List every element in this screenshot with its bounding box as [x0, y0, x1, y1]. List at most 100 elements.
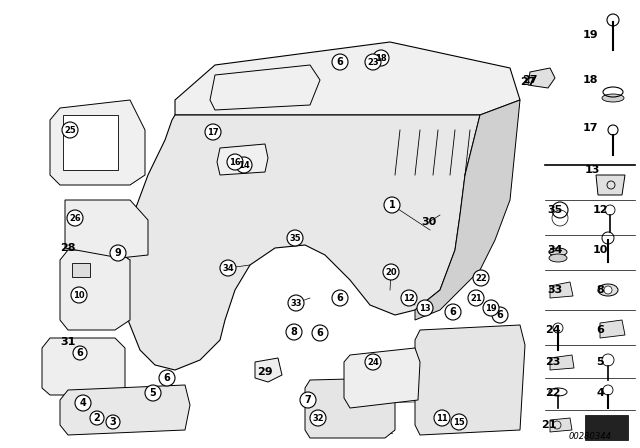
Polygon shape [60, 250, 130, 330]
Circle shape [110, 245, 126, 261]
Text: 24: 24 [545, 325, 561, 335]
Text: 4: 4 [596, 388, 604, 398]
Text: 6: 6 [317, 328, 323, 338]
Circle shape [332, 54, 348, 70]
Circle shape [75, 395, 91, 411]
Polygon shape [42, 338, 125, 395]
Polygon shape [550, 282, 573, 298]
Polygon shape [550, 355, 574, 370]
Polygon shape [550, 418, 572, 432]
Polygon shape [122, 115, 480, 370]
Text: 20: 20 [385, 267, 397, 276]
Text: 00280344: 00280344 [568, 431, 611, 440]
Text: 8: 8 [291, 327, 298, 337]
Text: 5: 5 [150, 388, 156, 398]
Text: 33: 33 [291, 298, 301, 307]
Text: 23: 23 [367, 57, 379, 66]
Circle shape [220, 260, 236, 276]
Text: 10: 10 [73, 290, 85, 300]
Text: 17: 17 [207, 128, 219, 137]
Ellipse shape [598, 284, 618, 296]
Text: 1: 1 [388, 200, 396, 210]
Polygon shape [210, 65, 320, 110]
Text: 27: 27 [520, 77, 536, 87]
Text: 21: 21 [470, 293, 482, 302]
Text: 18: 18 [375, 53, 387, 63]
FancyBboxPatch shape [72, 263, 90, 277]
Text: 27: 27 [522, 75, 538, 85]
Text: 13: 13 [584, 165, 600, 175]
Circle shape [90, 411, 104, 425]
Text: 24: 24 [367, 358, 379, 366]
Polygon shape [344, 348, 420, 408]
Polygon shape [60, 385, 190, 435]
Polygon shape [415, 325, 525, 435]
Text: 16: 16 [229, 158, 241, 167]
Text: 3: 3 [109, 417, 116, 427]
Circle shape [288, 295, 304, 311]
Text: 35: 35 [289, 233, 301, 242]
Text: 17: 17 [582, 123, 598, 133]
Circle shape [401, 290, 417, 306]
Polygon shape [415, 100, 520, 320]
Circle shape [332, 290, 348, 306]
Text: 14: 14 [238, 160, 250, 169]
Text: 34: 34 [222, 263, 234, 272]
Polygon shape [217, 144, 268, 175]
Text: 22: 22 [545, 388, 561, 398]
Text: 6: 6 [337, 293, 344, 303]
Circle shape [71, 287, 87, 303]
Circle shape [227, 154, 243, 170]
Circle shape [236, 157, 252, 173]
Text: 26: 26 [69, 214, 81, 223]
Text: 32: 32 [312, 414, 324, 422]
Text: 2: 2 [93, 413, 100, 423]
Circle shape [373, 50, 389, 66]
Ellipse shape [549, 254, 567, 262]
Text: 11: 11 [436, 414, 448, 422]
Polygon shape [255, 358, 282, 382]
Polygon shape [305, 378, 395, 438]
Text: 10: 10 [592, 245, 608, 255]
Text: 21: 21 [541, 420, 557, 430]
Text: 5: 5 [596, 357, 604, 367]
Text: 28: 28 [60, 243, 76, 253]
Text: 12: 12 [403, 293, 415, 302]
Circle shape [310, 410, 326, 426]
Text: 6: 6 [497, 310, 504, 320]
FancyBboxPatch shape [63, 115, 118, 170]
Circle shape [62, 122, 78, 138]
Text: 33: 33 [547, 285, 563, 295]
Circle shape [106, 415, 120, 429]
Text: 6: 6 [450, 307, 456, 317]
Circle shape [492, 307, 508, 323]
Text: 34: 34 [547, 245, 563, 255]
Text: 22: 22 [475, 273, 487, 283]
Text: 19: 19 [485, 303, 497, 313]
Circle shape [145, 385, 161, 401]
Text: 15: 15 [453, 418, 465, 426]
Circle shape [468, 290, 484, 306]
Polygon shape [65, 200, 148, 258]
Text: 19: 19 [582, 30, 598, 40]
Circle shape [483, 300, 499, 316]
Circle shape [73, 346, 87, 360]
Circle shape [312, 325, 328, 341]
Circle shape [287, 230, 303, 246]
Circle shape [445, 304, 461, 320]
Polygon shape [175, 42, 520, 115]
Polygon shape [585, 415, 628, 440]
Polygon shape [596, 175, 625, 195]
Circle shape [205, 124, 221, 140]
Ellipse shape [549, 248, 567, 256]
Circle shape [417, 300, 433, 316]
Text: 6: 6 [337, 57, 344, 67]
Circle shape [365, 54, 381, 70]
Text: 6: 6 [77, 348, 83, 358]
Circle shape [434, 410, 450, 426]
Circle shape [159, 370, 175, 386]
Text: 6: 6 [596, 325, 604, 335]
Text: 23: 23 [545, 357, 561, 367]
Ellipse shape [602, 94, 624, 102]
Text: 31: 31 [60, 337, 76, 347]
